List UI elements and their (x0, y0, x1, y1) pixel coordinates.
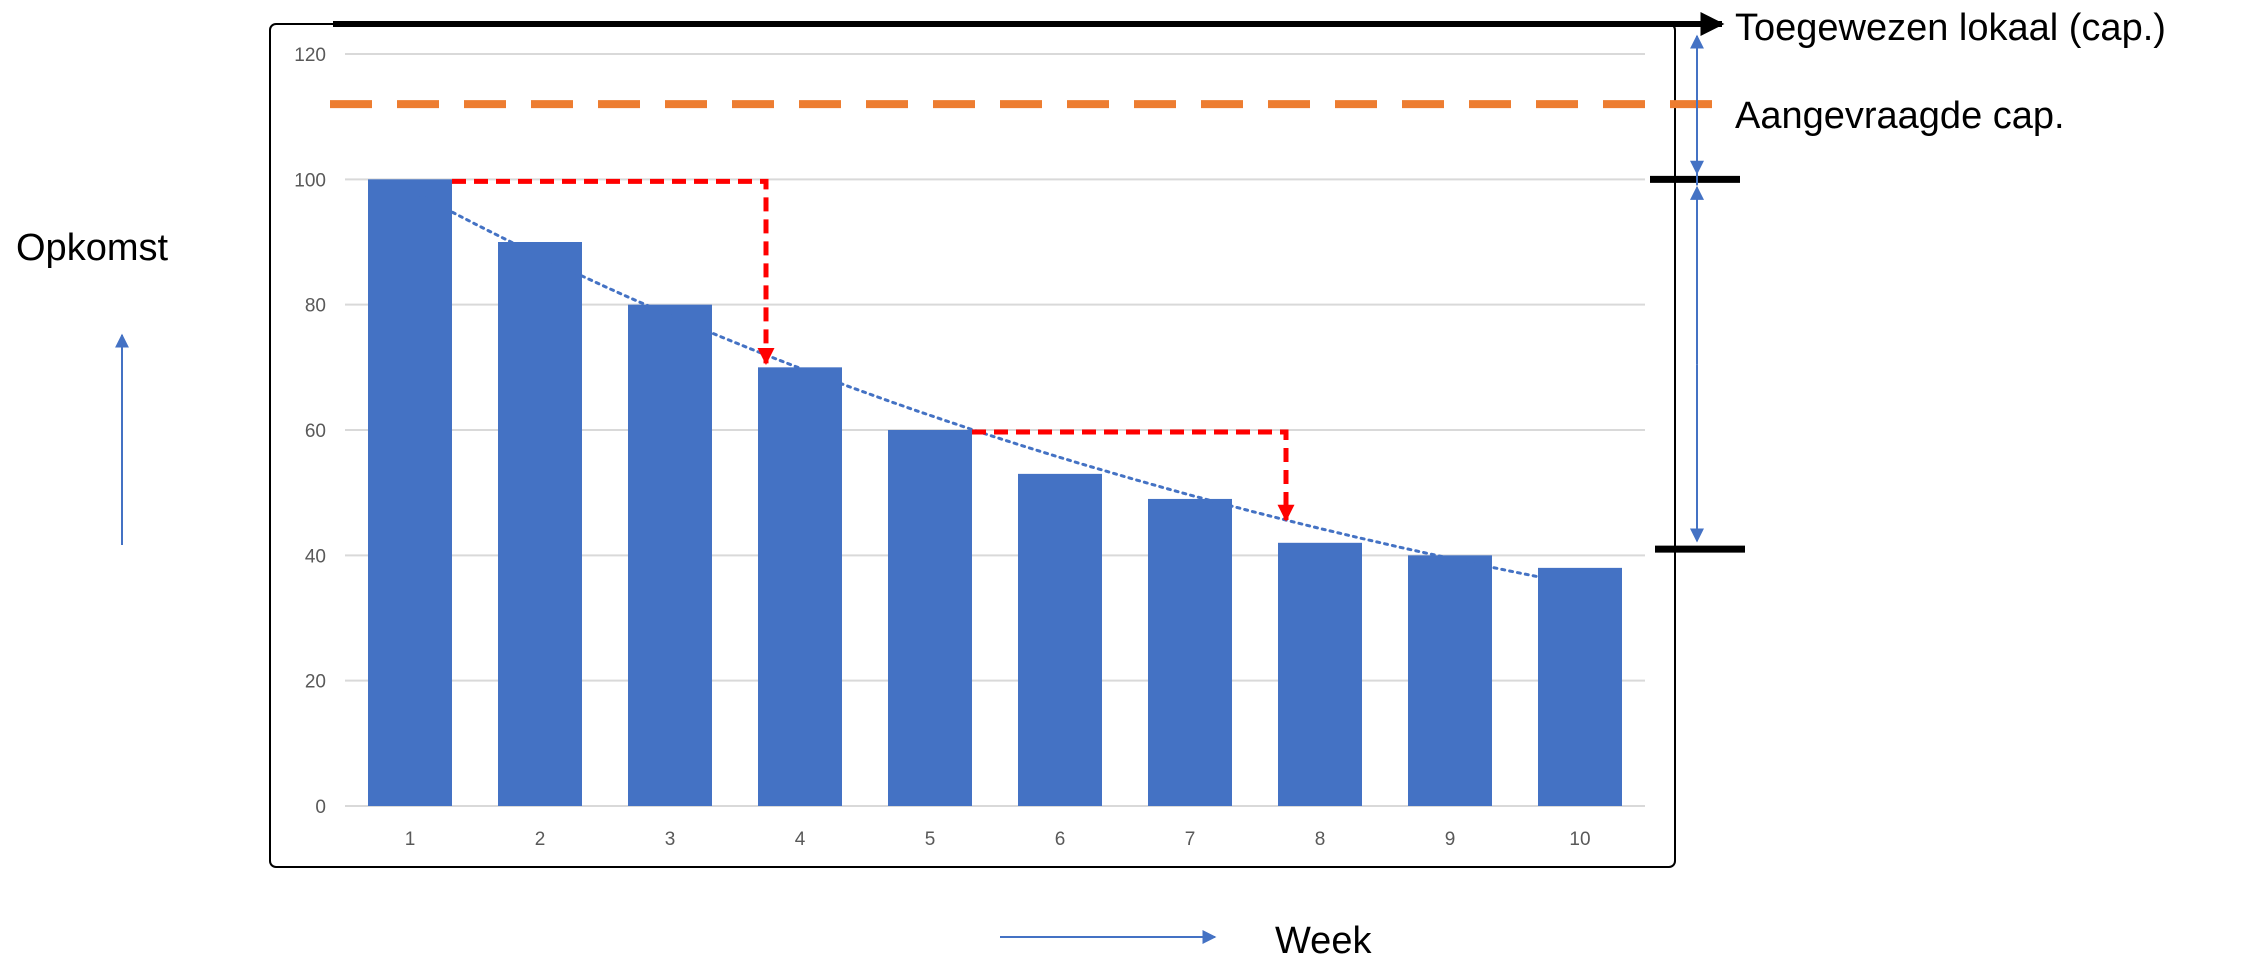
y-axis-label: Opkomst (16, 227, 168, 269)
drop-arrows (452, 178, 1295, 522)
y-tick-label: 120 (294, 45, 326, 66)
bar (888, 430, 972, 806)
y-tick-label: 100 (294, 170, 326, 191)
bar (758, 367, 842, 806)
x-tick-label: 4 (795, 829, 806, 850)
y-tick-labels: 0 20 40 60 80 100 120 (294, 45, 326, 818)
requested-capacity-label: Aangevraagde cap. (1735, 95, 2065, 137)
bar (1408, 555, 1492, 806)
x-tick-label: 5 (925, 829, 936, 850)
bar (1148, 498, 1232, 806)
x-tick-label: 9 (1445, 829, 1456, 850)
y-tick-label: 80 (305, 296, 326, 317)
x-tick-label: 10 (1569, 829, 1590, 850)
bar (1538, 567, 1622, 806)
x-axis-label: Week (1275, 920, 1372, 956)
x-tick-labels: 1 2 3 4 5 6 7 8 9 10 (405, 829, 1591, 850)
x-tick-label: 8 (1315, 829, 1326, 850)
y-tick-label: 0 (315, 797, 326, 818)
bar (1278, 542, 1362, 806)
bar (368, 179, 452, 807)
allocated-room-label: Toegewezen lokaal (cap.) (1735, 7, 2166, 49)
x-tick-label: 6 (1055, 829, 1066, 850)
x-tick-label: 1 (405, 829, 416, 850)
bar (628, 304, 712, 806)
bars (368, 179, 1622, 807)
x-tick-label: 3 (665, 829, 676, 850)
bar (1018, 473, 1102, 806)
y-tick-label: 60 (305, 421, 326, 442)
bar (498, 242, 582, 806)
trendline (408, 188, 1582, 587)
range-bracket (1650, 34, 1745, 553)
drop-arrow (452, 178, 775, 366)
y-tick-label: 20 (305, 672, 326, 693)
x-tick-label: 2 (535, 829, 546, 850)
y-tick-label: 40 (305, 546, 326, 567)
x-tick-label: 7 (1185, 829, 1196, 850)
drop-arrow (972, 429, 1295, 522)
